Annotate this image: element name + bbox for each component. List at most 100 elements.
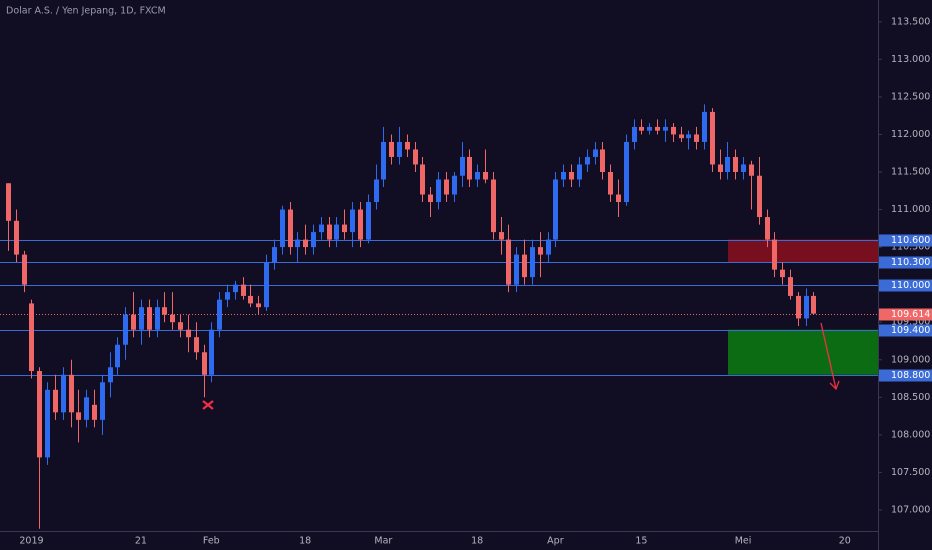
candle-body	[780, 269, 785, 278]
x-marker	[202, 400, 214, 410]
candle-body	[499, 232, 504, 240]
candle-body	[381, 141, 386, 180]
candle-body	[115, 344, 120, 368]
candle-body	[170, 314, 175, 323]
last-price-box	[879, 308, 932, 321]
candle-body	[506, 239, 511, 285]
candle-body	[546, 239, 551, 255]
x-tick-label: 21	[135, 536, 147, 547]
candle-body	[765, 217, 770, 240]
y-tick-label: 107.000	[891, 504, 930, 515]
candle-body	[444, 179, 449, 195]
candle-body	[686, 134, 691, 139]
candle-body	[725, 156, 730, 172]
level-label: 109.400	[891, 325, 930, 336]
candle-body	[280, 209, 285, 248]
candle-body	[671, 126, 676, 135]
zone	[728, 239, 878, 263]
y-tick-label: 108.500	[891, 392, 930, 403]
candle-body	[272, 247, 277, 263]
x-tick-label: 15	[635, 536, 647, 547]
y-tick-label: 109.000	[891, 354, 930, 365]
candle-body	[233, 284, 238, 293]
candle-body	[804, 295, 809, 319]
candle-body	[76, 412, 81, 420]
y-tick-label: 108.000	[891, 429, 930, 440]
candle-body	[256, 303, 261, 308]
candle-body	[108, 367, 113, 383]
candle-body	[585, 156, 590, 165]
candle-body	[311, 232, 316, 248]
candle-body	[663, 126, 668, 131]
candle-body	[350, 209, 355, 233]
level-label-box	[879, 256, 932, 269]
candle-body	[616, 194, 621, 203]
zone	[728, 329, 878, 375]
candle-body	[733, 156, 738, 172]
level-label-box	[879, 234, 932, 247]
candle-body	[413, 149, 418, 165]
candle-body	[428, 194, 433, 203]
candle-body	[788, 277, 793, 296]
candle-body	[248, 295, 253, 304]
candle-body	[123, 314, 128, 345]
candle-body	[303, 239, 308, 248]
candle-body	[710, 111, 715, 165]
candle-body	[327, 224, 332, 240]
candle-body	[561, 171, 566, 180]
candle-body	[162, 307, 167, 315]
x-tick-label: 20	[839, 536, 851, 547]
candle-body	[460, 156, 465, 176]
candle-body	[600, 149, 605, 172]
candle-body	[264, 262, 269, 308]
candle-body	[295, 239, 300, 248]
candle-body	[679, 134, 684, 139]
candle-body	[655, 126, 660, 131]
zones	[728, 239, 878, 375]
candle-body	[632, 126, 637, 142]
candle-body	[796, 295, 801, 319]
candle-body	[37, 371, 42, 458]
candle-body	[92, 404, 97, 420]
candle-body	[358, 209, 363, 240]
candle-body	[405, 141, 410, 150]
x-tick-label: 18	[471, 536, 483, 547]
candle-body	[718, 164, 723, 172]
y-tick-label: 107.500	[891, 467, 930, 478]
level-label: 108.800	[891, 370, 930, 381]
arrow	[820, 322, 840, 391]
y-tick-label: 113.000	[891, 54, 930, 65]
candle-body	[6, 183, 11, 221]
candle-body	[475, 171, 480, 180]
y-tick-label: 112.500	[891, 91, 930, 102]
candle-body	[319, 224, 324, 233]
candle-body	[366, 202, 371, 240]
candle-body	[209, 329, 214, 375]
candle-body	[288, 209, 293, 248]
candle-body	[772, 239, 777, 270]
candle-body	[389, 141, 394, 157]
x-tick-label: 2019	[19, 536, 43, 547]
candle-body	[61, 374, 66, 413]
candle-body	[624, 141, 629, 203]
candle-body	[139, 307, 144, 330]
last-price-label: 109.614	[891, 309, 930, 320]
y-tick-label: 110.500	[891, 242, 930, 253]
candle-body	[397, 141, 402, 157]
candle-body	[702, 111, 707, 142]
candle-body	[334, 224, 339, 240]
candle-body	[14, 220, 19, 255]
candle-body	[69, 374, 74, 413]
candle-body	[147, 307, 152, 330]
candle-body	[22, 254, 27, 285]
level-label: 110.600	[891, 235, 930, 246]
candle-body	[608, 171, 613, 195]
candle-body	[569, 171, 574, 180]
levels	[0, 240, 878, 376]
level-label: 110.000	[891, 280, 930, 291]
candle-body	[483, 171, 488, 180]
level-label: 110.300	[891, 257, 930, 268]
candle-body	[593, 149, 598, 157]
candle-body	[225, 292, 230, 300]
